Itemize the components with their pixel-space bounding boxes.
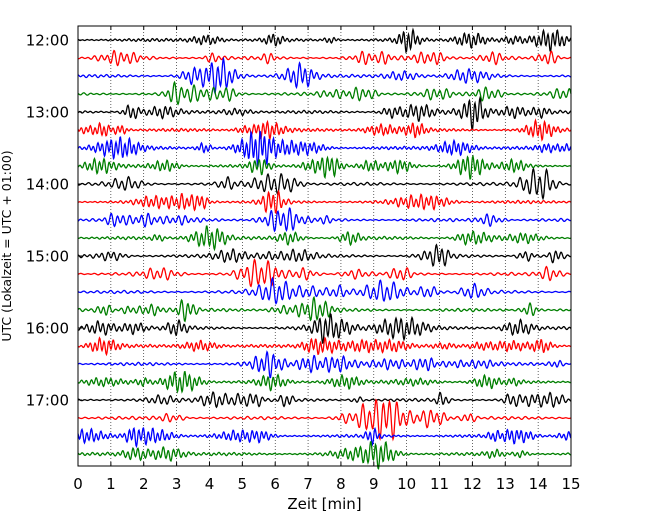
trace-1345 xyxy=(77,154,572,180)
x-tick-label: 12 xyxy=(463,475,482,493)
x-tick-label: 10 xyxy=(397,475,416,493)
x-tick-label: 2 xyxy=(139,475,149,493)
y-tick-label: 17:00 xyxy=(26,392,69,410)
x-tick-label: 9 xyxy=(369,475,379,493)
trace-1215 xyxy=(77,49,572,67)
x-tick-label: 13 xyxy=(496,475,515,493)
plot-frame xyxy=(77,25,572,467)
x-axis-label: Zeit [min] xyxy=(287,495,361,513)
grid-lines xyxy=(110,26,539,466)
trace-1700 xyxy=(77,391,572,409)
trace-1200 xyxy=(77,27,572,54)
trace-1530 xyxy=(77,276,572,305)
trace-1315 xyxy=(77,118,572,142)
trace-1515 xyxy=(77,258,571,288)
x-tick-label: 4 xyxy=(205,475,215,493)
y-tick-label: 12:00 xyxy=(26,32,69,50)
x-tick-label: 15 xyxy=(561,475,580,493)
trace-1415 xyxy=(77,189,572,215)
trace-1430 xyxy=(77,207,572,233)
x-tick-label: 5 xyxy=(238,475,248,493)
trace-1615 xyxy=(77,336,572,357)
trace-1330 xyxy=(77,130,572,168)
trace-1545 xyxy=(77,295,572,323)
trace-1745 xyxy=(77,440,572,470)
y-tick-label: 14:00 xyxy=(26,176,69,194)
trace-1715 xyxy=(77,398,572,442)
trace-1600 xyxy=(77,312,572,345)
y-tick-label: 16:00 xyxy=(26,320,69,338)
y-tick-label: 13:00 xyxy=(26,104,69,122)
x-tick-label: 0 xyxy=(73,475,83,493)
trace-1730 xyxy=(77,426,572,449)
trace-1630 xyxy=(77,350,572,379)
seismic-traces xyxy=(77,27,572,470)
trace-1400 xyxy=(77,167,572,201)
x-tick-label: 1 xyxy=(106,475,116,493)
trace-1500 xyxy=(77,243,572,267)
trace-1300 xyxy=(77,95,572,132)
trace-1230 xyxy=(77,56,572,96)
trace-1645 xyxy=(77,371,572,394)
trace-1445 xyxy=(77,225,572,252)
x-tick-label: 11 xyxy=(430,475,449,493)
x-tick-label: 8 xyxy=(336,475,346,493)
trace-1245 xyxy=(77,80,572,106)
x-tick-label: 6 xyxy=(270,475,280,493)
x-tick-label: 14 xyxy=(529,475,548,493)
y-axis: 12:00 13:00 14:00 15:00 16:00 17:00 xyxy=(26,32,82,410)
x-tick-label: 3 xyxy=(172,475,182,493)
y-axis-label: UTC (Lokalzeit = UTC + 01:00) xyxy=(0,150,14,341)
y-tick-label: 15:00 xyxy=(26,248,69,266)
x-tick-label: 7 xyxy=(303,475,313,493)
x-axis: 0 1 2 3 4 5 6 7 8 9 10 11 12 13 14 15 xyxy=(73,26,581,493)
